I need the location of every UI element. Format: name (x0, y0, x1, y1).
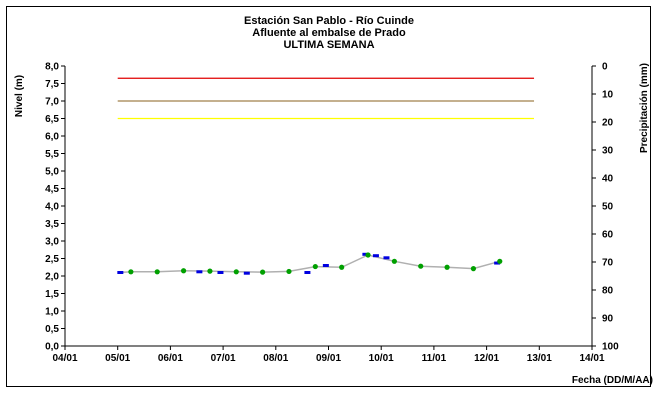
data-point-dash (383, 256, 390, 260)
y-tick-label: 3,5 (45, 219, 59, 230)
x-tick-label: 09/01 (316, 353, 341, 364)
data-point-dash (117, 271, 124, 274)
data-point-dot (128, 269, 134, 275)
chart-title-line-1: Estación San Pablo - Río Cuinde (244, 15, 414, 27)
y-tick-label: 1,5 (45, 289, 59, 300)
y-tick-label: 2,0 (45, 272, 59, 283)
x-ticks: 04/01 05/01 06/01 07/01 08/01 09/01 10/01 11/01… (52, 346, 605, 364)
x-tick-label: 14/01 (579, 353, 604, 364)
chart-title-line-2: Afluente al embalse de Prado (252, 27, 406, 39)
data-point-dash (494, 261, 501, 265)
data-point-dot (260, 269, 266, 275)
data-point-dash (322, 264, 329, 267)
threshold-lines (117, 77, 535, 120)
y2-axis-label: Precipitación (mm) (639, 63, 650, 153)
x-tick-label: 13/01 (527, 353, 552, 364)
y-tick-label: 0,0 (45, 342, 59, 353)
y-tick-label: 6,0 (45, 132, 59, 143)
data-point-dot (444, 264, 450, 270)
y2-tick-label: 60 (602, 230, 614, 241)
y2-tick-label: 20 (602, 118, 614, 129)
data-point-dot (207, 268, 213, 274)
x-axis-label: Fecha (DD/M/AA) (572, 375, 653, 386)
y2-tick-label: 40 (602, 174, 614, 185)
y2-tick-label: 80 (602, 286, 614, 297)
data-point-dash (196, 270, 203, 274)
y-tick-label: 2,5 (45, 254, 59, 265)
y-tick-label: 8,0 (45, 62, 59, 73)
series-group (117, 252, 503, 275)
chart-frame (6, 6, 651, 387)
x-tick-label: 11/01 (422, 353, 447, 364)
y2-tick-label: 0 (602, 62, 608, 73)
y-tick-label: 3,0 (45, 237, 59, 248)
data-point-dot (497, 258, 503, 264)
data-point-dot (180, 268, 187, 274)
y-tick-label: 7,5 (45, 79, 59, 90)
y-ticks-left: 0,0 0,5 1,0 1,5 2,0 2,5 3,0 3,5 4,0 4,5 5,0 5,5 6,0 6… (45, 62, 65, 353)
data-point-dash (217, 271, 224, 274)
y-tick-label: 4,5 (45, 184, 59, 195)
y-ticks-right: 0 10 20 30 40 50 60 70 80 90 100 (592, 62, 619, 353)
data-point-dot (418, 263, 424, 269)
y-axis-label: Nivel (m) (14, 75, 25, 117)
y-tick-label: 6,5 (45, 114, 59, 125)
y-tick-label: 4,0 (45, 202, 59, 213)
data-point-dash (243, 271, 250, 275)
y-tick-label: 0,5 (45, 324, 59, 335)
data-point-dash (372, 254, 379, 258)
y2-tick-label: 90 (602, 314, 614, 325)
series-line (117, 254, 500, 274)
y2-tick-label: 30 (602, 146, 614, 157)
data-point-dot (391, 258, 397, 264)
data-point-dot (312, 263, 318, 270)
data-point-dot (339, 264, 345, 270)
x-tick-label: 05/01 (105, 353, 130, 364)
data-point-dot (365, 252, 371, 258)
y2-tick-label: 50 (602, 202, 614, 213)
data-point-dot (286, 268, 292, 275)
x-tick-label: 07/01 (211, 353, 236, 364)
y-tick-label: 1,0 (45, 307, 59, 318)
y2-tick-label: 100 (602, 342, 619, 353)
y-tick-label: 5,5 (45, 149, 59, 160)
x-tick-label: 12/01 (474, 353, 499, 364)
x-tick-label: 04/01 (52, 353, 77, 364)
x-tick-label: 06/01 (158, 353, 183, 364)
y2-tick-label: 70 (602, 258, 614, 269)
data-point-dash (362, 252, 369, 256)
x-tick-label: 10/01 (369, 353, 394, 364)
chart-title-line-3: ULTIMA SEMANA (283, 39, 374, 51)
x-tick-label: 08/01 (263, 353, 288, 364)
y2-tick-label: 10 (602, 90, 614, 101)
y-tick-label: 7,0 (45, 97, 59, 108)
y-tick-label: 5,0 (45, 167, 59, 178)
data-point-dot (154, 269, 160, 275)
data-point-dash (304, 271, 311, 274)
data-point-dot (470, 266, 477, 272)
data-point-dot (233, 269, 239, 275)
